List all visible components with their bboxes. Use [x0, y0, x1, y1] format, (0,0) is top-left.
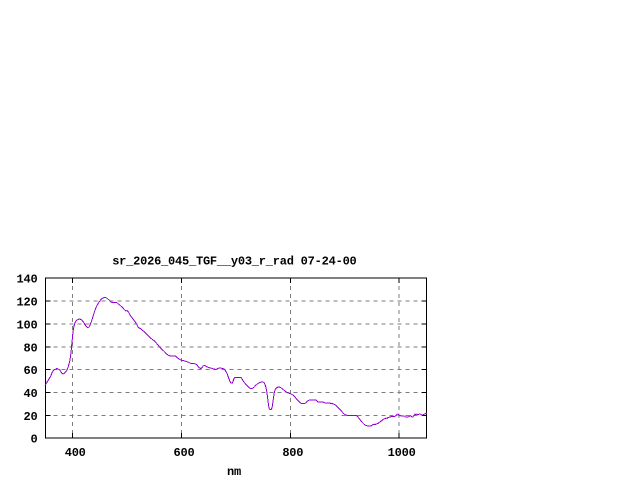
svg-text:600: 600 — [174, 446, 195, 460]
svg-text:40: 40 — [24, 387, 38, 401]
svg-text:140: 140 — [17, 273, 38, 287]
svg-text:800: 800 — [282, 446, 303, 460]
svg-text:400: 400 — [65, 446, 86, 460]
svg-text:nm: nm — [227, 465, 241, 479]
svg-text:80: 80 — [24, 341, 38, 355]
svg-text:60: 60 — [24, 364, 38, 378]
svg-text:120: 120 — [17, 296, 38, 310]
svg-text:20: 20 — [24, 410, 38, 424]
svg-text:0: 0 — [31, 433, 38, 447]
svg-text:1000: 1000 — [388, 446, 416, 460]
svg-text:100: 100 — [17, 318, 38, 332]
svg-text:sr_2026_045_TGF__y03_r_rad 07-: sr_2026_045_TGF__y03_r_rad 07-24-00 — [112, 255, 356, 269]
